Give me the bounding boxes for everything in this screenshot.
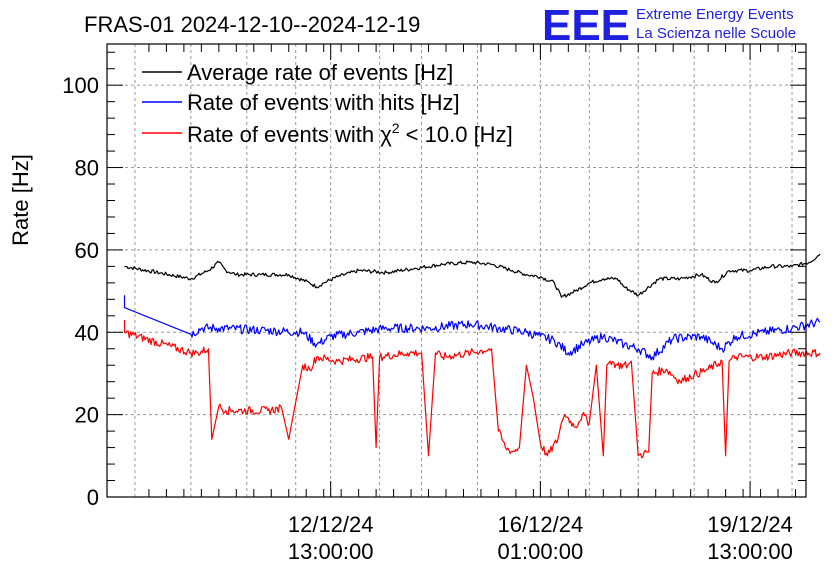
series-line-1 — [123, 295, 821, 361]
series-group — [123, 253, 821, 459]
y-tick-label: 80 — [75, 156, 99, 181]
x-tick-label-time: 13:00:00 — [288, 539, 374, 564]
logo-mark: EEE — [542, 1, 630, 50]
x-tick-label-date: 12/12/24 — [288, 512, 374, 537]
legend-label-average: Average rate of events [Hz] — [187, 60, 453, 85]
legend-chi2-post: < 10.0 [Hz] — [400, 122, 513, 147]
logo-line2: La Scienza nelle Scuole — [636, 25, 796, 42]
plot-frame — [106, 43, 807, 498]
legend-chi2-pre: Rate of events with χ — [187, 122, 392, 147]
grid — [107, 44, 806, 497]
y-tick-label: 20 — [75, 403, 99, 428]
y-tick-label: 40 — [75, 320, 99, 345]
y-tick-label: 60 — [75, 238, 99, 263]
eee-logo: EEE Extreme Energy Events La Scienza nel… — [542, 1, 796, 50]
legend-label-hits: Rate of events with hits [Hz] — [187, 90, 460, 115]
logo-line1: Extreme Energy Events — [636, 6, 794, 23]
series-line-2 — [123, 319, 821, 459]
x-tick-label-date: 16/12/24 — [498, 512, 584, 537]
chart-title: FRAS-01 2024-12-10--2024-12-19 — [84, 12, 420, 37]
x-tick-label-date: 19/12/24 — [707, 512, 793, 537]
y-tick-label: 0 — [87, 485, 99, 510]
axes: 02040608010012/12/2413:00:0016/12/2401:0… — [62, 44, 806, 564]
x-tick-label-time: 13:00:00 — [707, 539, 793, 564]
y-axis-label: Rate [Hz] — [8, 154, 33, 246]
y-tick-label: 100 — [62, 73, 99, 98]
legend: Average rate of events [Hz] Rate of even… — [142, 60, 513, 147]
series-line-0 — [124, 253, 821, 298]
legend-chi2-sup: 2 — [392, 120, 400, 136]
legend-label-chi2: Rate of events with χ2 < 10.0 [Hz] — [187, 120, 513, 147]
x-tick-label-time: 01:00:00 — [498, 539, 584, 564]
